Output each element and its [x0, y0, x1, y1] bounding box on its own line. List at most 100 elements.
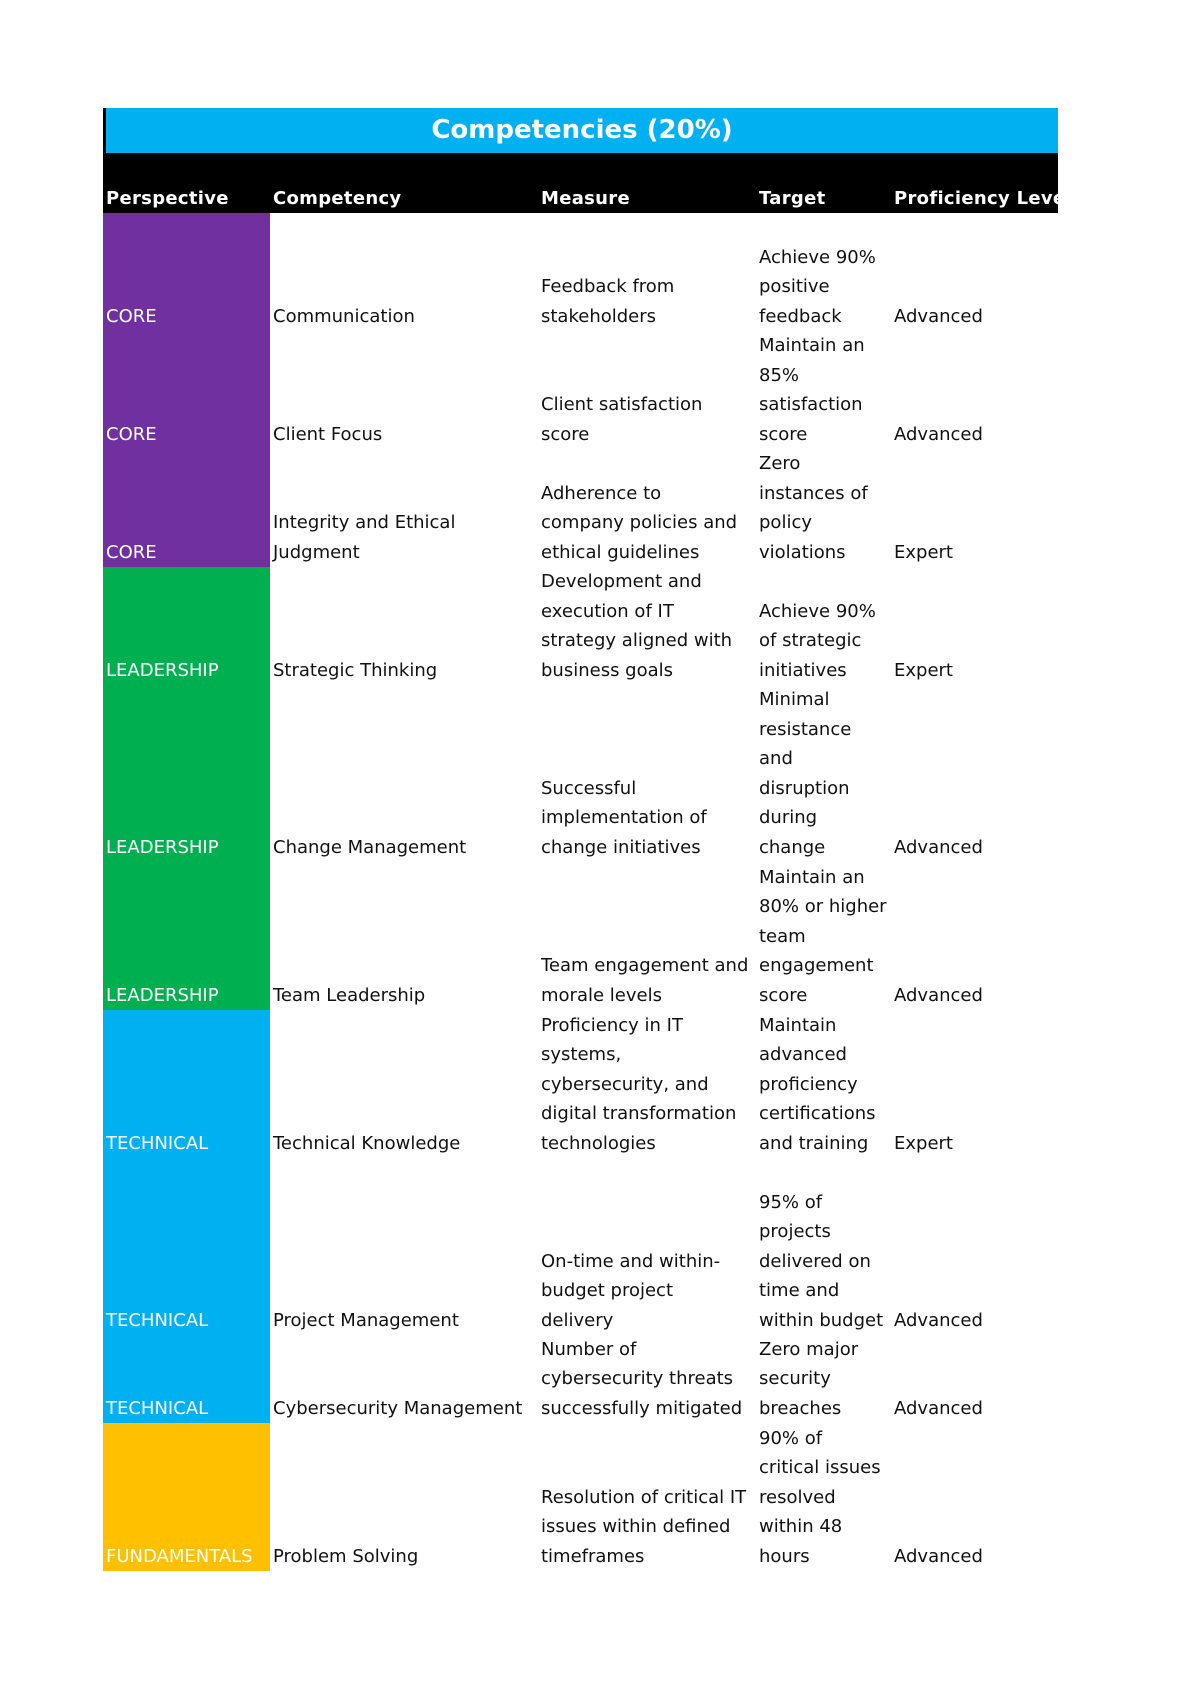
measure-cell-line: budget project — [541, 1280, 674, 1301]
target-cell: Achieve 90% of strategic initiatives — [759, 597, 876, 686]
measure-cell-line: stakeholders — [541, 305, 657, 327]
perspective-label: FUNDAMENTALS — [106, 1545, 253, 1567]
measure-cell: Development and execution of IT strategy a… — [541, 567, 732, 685]
proficiency-cell: Expert — [894, 659, 953, 681]
target-cell-line: of strategic — [759, 630, 862, 651]
target-cell: Maintain an 85% satisfaction score — [759, 331, 865, 449]
measure-cell: Resolution of critical IT issues within d… — [541, 1483, 746, 1572]
target-cell-line: Minimal — [759, 689, 830, 710]
perspective-label: TECHNICAL — [106, 1309, 209, 1331]
sheet-title: Competencies (20%) — [103, 108, 1058, 153]
target-cell: Zero instances of policy violations — [759, 449, 868, 567]
competency-cell: Change Management — [273, 833, 466, 863]
competency-cell-line: Project Management — [273, 1309, 459, 1331]
table-row: CORE Integrity and Ethical Judgment Adheren… — [103, 449, 1058, 567]
target-cell-line: Zero major — [759, 1338, 859, 1360]
proficiency-cell: Advanced — [894, 984, 983, 1006]
target-cell-line: security — [759, 1368, 831, 1389]
target-cell-line: Zero — [759, 453, 801, 474]
measure-cell-line: change initiatives — [541, 836, 701, 858]
perspective-label: LEADERSHIP — [106, 836, 219, 858]
perspective-label: CORE — [106, 541, 157, 563]
table-row: LEADERSHIP Change Management Successful imp… — [103, 685, 1058, 862]
measure-cell-line: Number of — [541, 1338, 637, 1360]
competency-cell: Technical Knowledge — [273, 1129, 460, 1159]
measure-cell-line: business goals — [541, 659, 674, 681]
competency-cell-line: Communication — [273, 305, 415, 327]
measure-cell-line: company policies and — [541, 512, 738, 533]
measure-cell-line: morale levels — [541, 984, 662, 1006]
proficiency-cell: Advanced — [894, 423, 983, 445]
perspective-label: LEADERSHIP — [106, 659, 219, 681]
table-row: LEADERSHIP Strategic Thinking Development … — [103, 567, 1058, 685]
target-cell-line: satisfaction — [759, 394, 863, 415]
measure-cell: Team engagement and morale levels — [541, 951, 748, 1010]
target-cell-line: initiatives — [759, 659, 847, 681]
measure-cell-line: Team engagement and — [541, 955, 749, 976]
table-row: CORE Communication Feedback from stakeholde… — [103, 213, 1058, 331]
measure-cell-line: technologies — [541, 1132, 656, 1154]
proficiency-cell: Advanced — [894, 836, 983, 858]
target-cell-line: 85% — [759, 364, 800, 386]
competency-cell: Project Management — [273, 1306, 459, 1336]
measure-cell-line: delivery — [541, 1309, 614, 1331]
target-cell-line: and — [759, 748, 793, 769]
target-cell-line: during — [759, 807, 818, 828]
header-perspective: Perspective — [106, 188, 229, 209]
target-cell: Maintain advanced proficiency certification… — [759, 1011, 876, 1159]
target-cell-line: score — [759, 423, 808, 445]
perspective-cell: LEADERSHIP — [103, 567, 270, 685]
table-row: TECHNICAL Technical Knowledge Proficiency … — [103, 1010, 1058, 1158]
measure-cell: Successful implementation of change initia… — [541, 774, 707, 863]
measure-cell-line: successfully mitigated — [541, 1397, 743, 1419]
target-cell: 95% of projects delivered on time and within… — [759, 1188, 883, 1336]
perspective-label: LEADERSHIP — [106, 984, 219, 1006]
perspective-cell: CORE — [103, 331, 270, 449]
measure-cell-line: Development and — [541, 571, 702, 592]
target-cell-line: team — [759, 925, 806, 947]
measure-cell: Adherence to company policies and ethical … — [541, 479, 737, 568]
measure-cell-line: Resolution of critical IT — [541, 1486, 747, 1508]
header-competency: Competency — [273, 188, 402, 209]
target-cell-line: within 48 — [759, 1516, 843, 1537]
measure-cell: Feedback from stakeholders — [541, 272, 674, 331]
table-row: LEADERSHIP Team Leadership Team engagement… — [103, 862, 1058, 1010]
measure-cell-line: ethical guidelines — [541, 541, 700, 563]
measure-cell-line: implementation of — [541, 807, 707, 828]
measure-cell-line: Successful — [541, 777, 637, 799]
perspective-label: TECHNICAL — [106, 1132, 209, 1154]
target-cell-line: within budget — [759, 1309, 884, 1331]
competency-cell-line: Technical Knowledge — [273, 1132, 461, 1154]
target-cell-line: breaches — [759, 1397, 842, 1419]
competency-cell-line: Cybersecurity Management — [273, 1397, 523, 1419]
target-cell-line: instances of — [759, 482, 868, 504]
proficiency-cell: Advanced — [894, 1309, 983, 1331]
measure-cell-line: strategy aligned with — [541, 630, 733, 651]
perspective-label: CORE — [106, 305, 157, 327]
competency-cell: Team Leadership — [273, 981, 425, 1011]
measure-cell: Number of cybersecurity threats successful… — [541, 1335, 742, 1424]
target-cell-line: Achieve 90% — [759, 246, 876, 268]
proficiency-cell: Expert — [894, 1132, 953, 1154]
measure-cell-line: Client satisfaction — [541, 394, 703, 415]
competency-cell-line: Judgment — [273, 541, 360, 563]
measure-cell-line: Proficiency in IT — [541, 1014, 683, 1036]
table-row: TECHNICAL Project Management On-time and w… — [103, 1158, 1058, 1335]
target-cell: Zero major security breaches — [759, 1335, 858, 1424]
competency-cell-line: Change Management — [273, 836, 467, 858]
target-cell-line: Maintain — [759, 1014, 837, 1036]
competency-cell: Cybersecurity Management — [273, 1394, 522, 1424]
target-cell-line: disruption — [759, 777, 850, 799]
perspective-cell: TECHNICAL — [103, 1158, 270, 1335]
target-cell-line: resolved — [759, 1486, 836, 1508]
target-cell-line: time and — [759, 1280, 840, 1301]
target-cell-line: proficiency — [759, 1073, 858, 1095]
header-target: Target — [759, 188, 826, 209]
target-cell-line: advanced — [759, 1044, 847, 1065]
target-cell-line: 90% of — [759, 1427, 823, 1449]
perspective-cell: LEADERSHIP — [103, 862, 270, 1010]
perspective-cell: CORE — [103, 449, 270, 567]
target-cell-line: 95% of — [759, 1191, 823, 1213]
table-row: TECHNICAL Cybersecurity Management Number … — [103, 1335, 1058, 1423]
target-cell: Achieve 90% positive feedback — [759, 243, 876, 332]
